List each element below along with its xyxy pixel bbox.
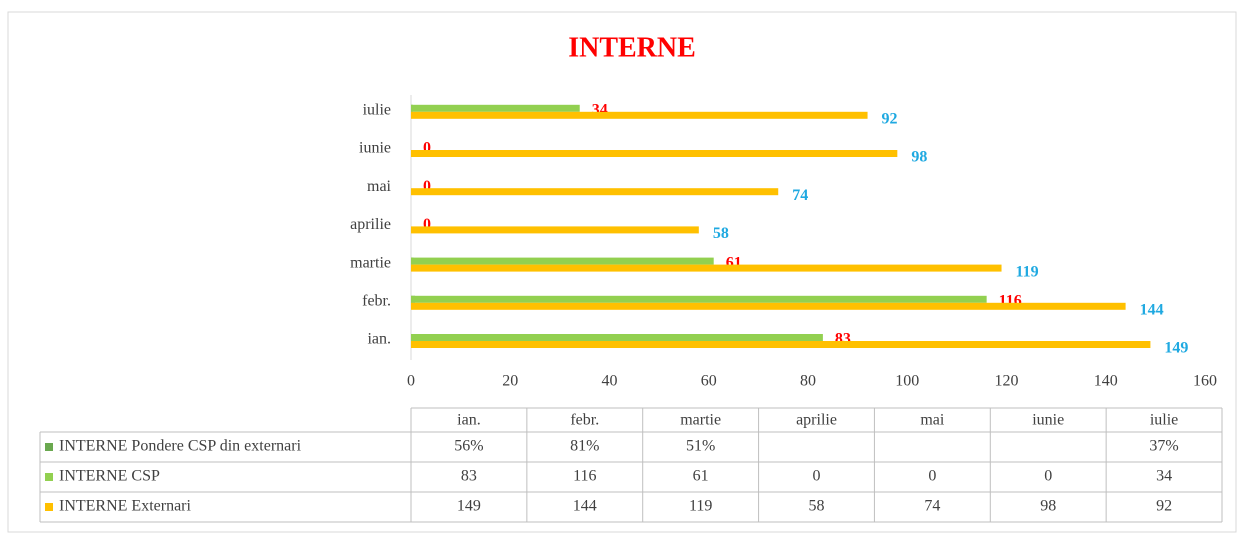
- bar: [411, 150, 898, 157]
- legend-label: INTERNE CSP: [59, 468, 160, 485]
- y-tick-label: martie: [350, 254, 391, 271]
- legend-key: [45, 473, 53, 481]
- data-label: 149: [1164, 340, 1188, 357]
- bar: [411, 111, 868, 119]
- bar: [411, 226, 699, 234]
- table-header: ian.: [457, 412, 481, 429]
- data-label: 0: [423, 216, 431, 233]
- bar: [411, 334, 823, 341]
- x-tick-label: 80: [800, 373, 816, 390]
- table-cell: 144: [573, 498, 597, 515]
- bar: [411, 188, 779, 196]
- bar: [411, 341, 1151, 348]
- data-label: 0: [423, 178, 431, 195]
- x-tick-label: 140: [1094, 373, 1118, 390]
- x-tick-label: 20: [502, 373, 518, 390]
- table-cell: 51%: [686, 438, 715, 455]
- table-cell: 74: [924, 498, 940, 515]
- y-tick-label: febr.: [362, 292, 391, 309]
- y-tick-label: ian.: [367, 331, 391, 348]
- y-tick-label: mai: [367, 178, 392, 195]
- chart-frame: [7, 11, 1237, 533]
- table-header: febr.: [570, 412, 599, 429]
- table-header: aprilie: [796, 412, 837, 429]
- table-cell: 119: [689, 498, 712, 515]
- bar: [411, 264, 1002, 272]
- data-label: 92: [882, 110, 898, 127]
- table-cell: 34: [1156, 468, 1172, 485]
- table-header: iulie: [1150, 412, 1178, 429]
- table-header: mai: [920, 412, 945, 429]
- y-tick-label: iulie: [363, 101, 391, 118]
- table-cell: 0: [928, 468, 936, 485]
- chart-title: INTERNE: [568, 32, 696, 63]
- data-label: 98: [911, 149, 927, 166]
- legend-key: [45, 443, 53, 451]
- y-tick-label: iunie: [359, 140, 391, 157]
- table-cell: 61: [693, 468, 709, 485]
- x-tick-label: 160: [1193, 373, 1217, 390]
- table-cell: 0: [813, 468, 821, 485]
- bar: [411, 257, 714, 265]
- data-label: 144: [1140, 301, 1164, 318]
- data-label: 74: [792, 187, 808, 204]
- table-cell: 116: [573, 468, 596, 485]
- x-tick-label: 60: [701, 373, 717, 390]
- y-tick-label: aprilie: [350, 216, 391, 233]
- data-label: 0: [423, 140, 431, 157]
- data-label: 119: [1016, 263, 1039, 280]
- table-cell: 56%: [454, 438, 483, 455]
- table-header: martie: [680, 412, 721, 429]
- x-tick-label: 40: [602, 373, 618, 390]
- table-cell: 149: [457, 498, 481, 515]
- bar: [411, 295, 987, 303]
- table-cell: 92: [1156, 498, 1172, 515]
- table-cell: 83: [461, 468, 477, 485]
- table-cell: 58: [809, 498, 825, 515]
- table-cell: 81%: [570, 438, 599, 455]
- table-header: iunie: [1032, 412, 1064, 429]
- legend-label: INTERNE Externari: [59, 498, 192, 515]
- legend-key: [45, 503, 53, 511]
- bar: [411, 302, 1126, 310]
- table-cell: 98: [1040, 498, 1056, 515]
- data-label: 58: [713, 225, 729, 242]
- x-tick-label: 100: [895, 373, 919, 390]
- table-cell: 37%: [1149, 438, 1178, 455]
- x-tick-label: 0: [407, 373, 415, 390]
- legend-label: INTERNE Pondere CSP din externari: [59, 438, 302, 455]
- bar: [411, 104, 580, 112]
- x-tick-label: 120: [995, 373, 1019, 390]
- table-cell: 0: [1044, 468, 1052, 485]
